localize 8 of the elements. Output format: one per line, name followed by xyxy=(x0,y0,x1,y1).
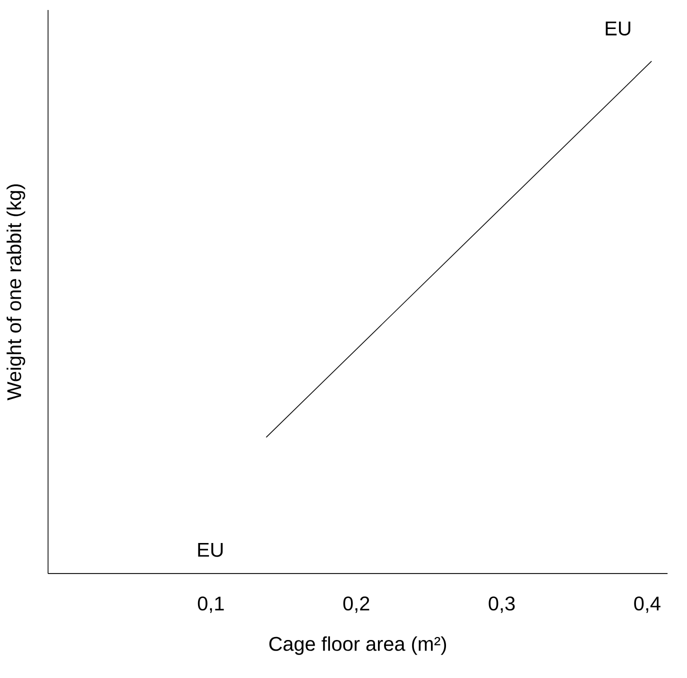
x-tick-label: 0,3 xyxy=(488,596,515,613)
annotation: EU xyxy=(198,542,223,557)
x-tick-label: 0,4 xyxy=(634,596,660,613)
x-tick-label: 0,1 xyxy=(198,596,224,613)
x-axis-title: Cage floor area (m²) xyxy=(269,636,446,655)
x-tick-label: 0,2 xyxy=(343,596,370,613)
text: EU xyxy=(606,21,630,36)
y-axis-title: Weight of one rabbit (kg) xyxy=(6,184,26,400)
